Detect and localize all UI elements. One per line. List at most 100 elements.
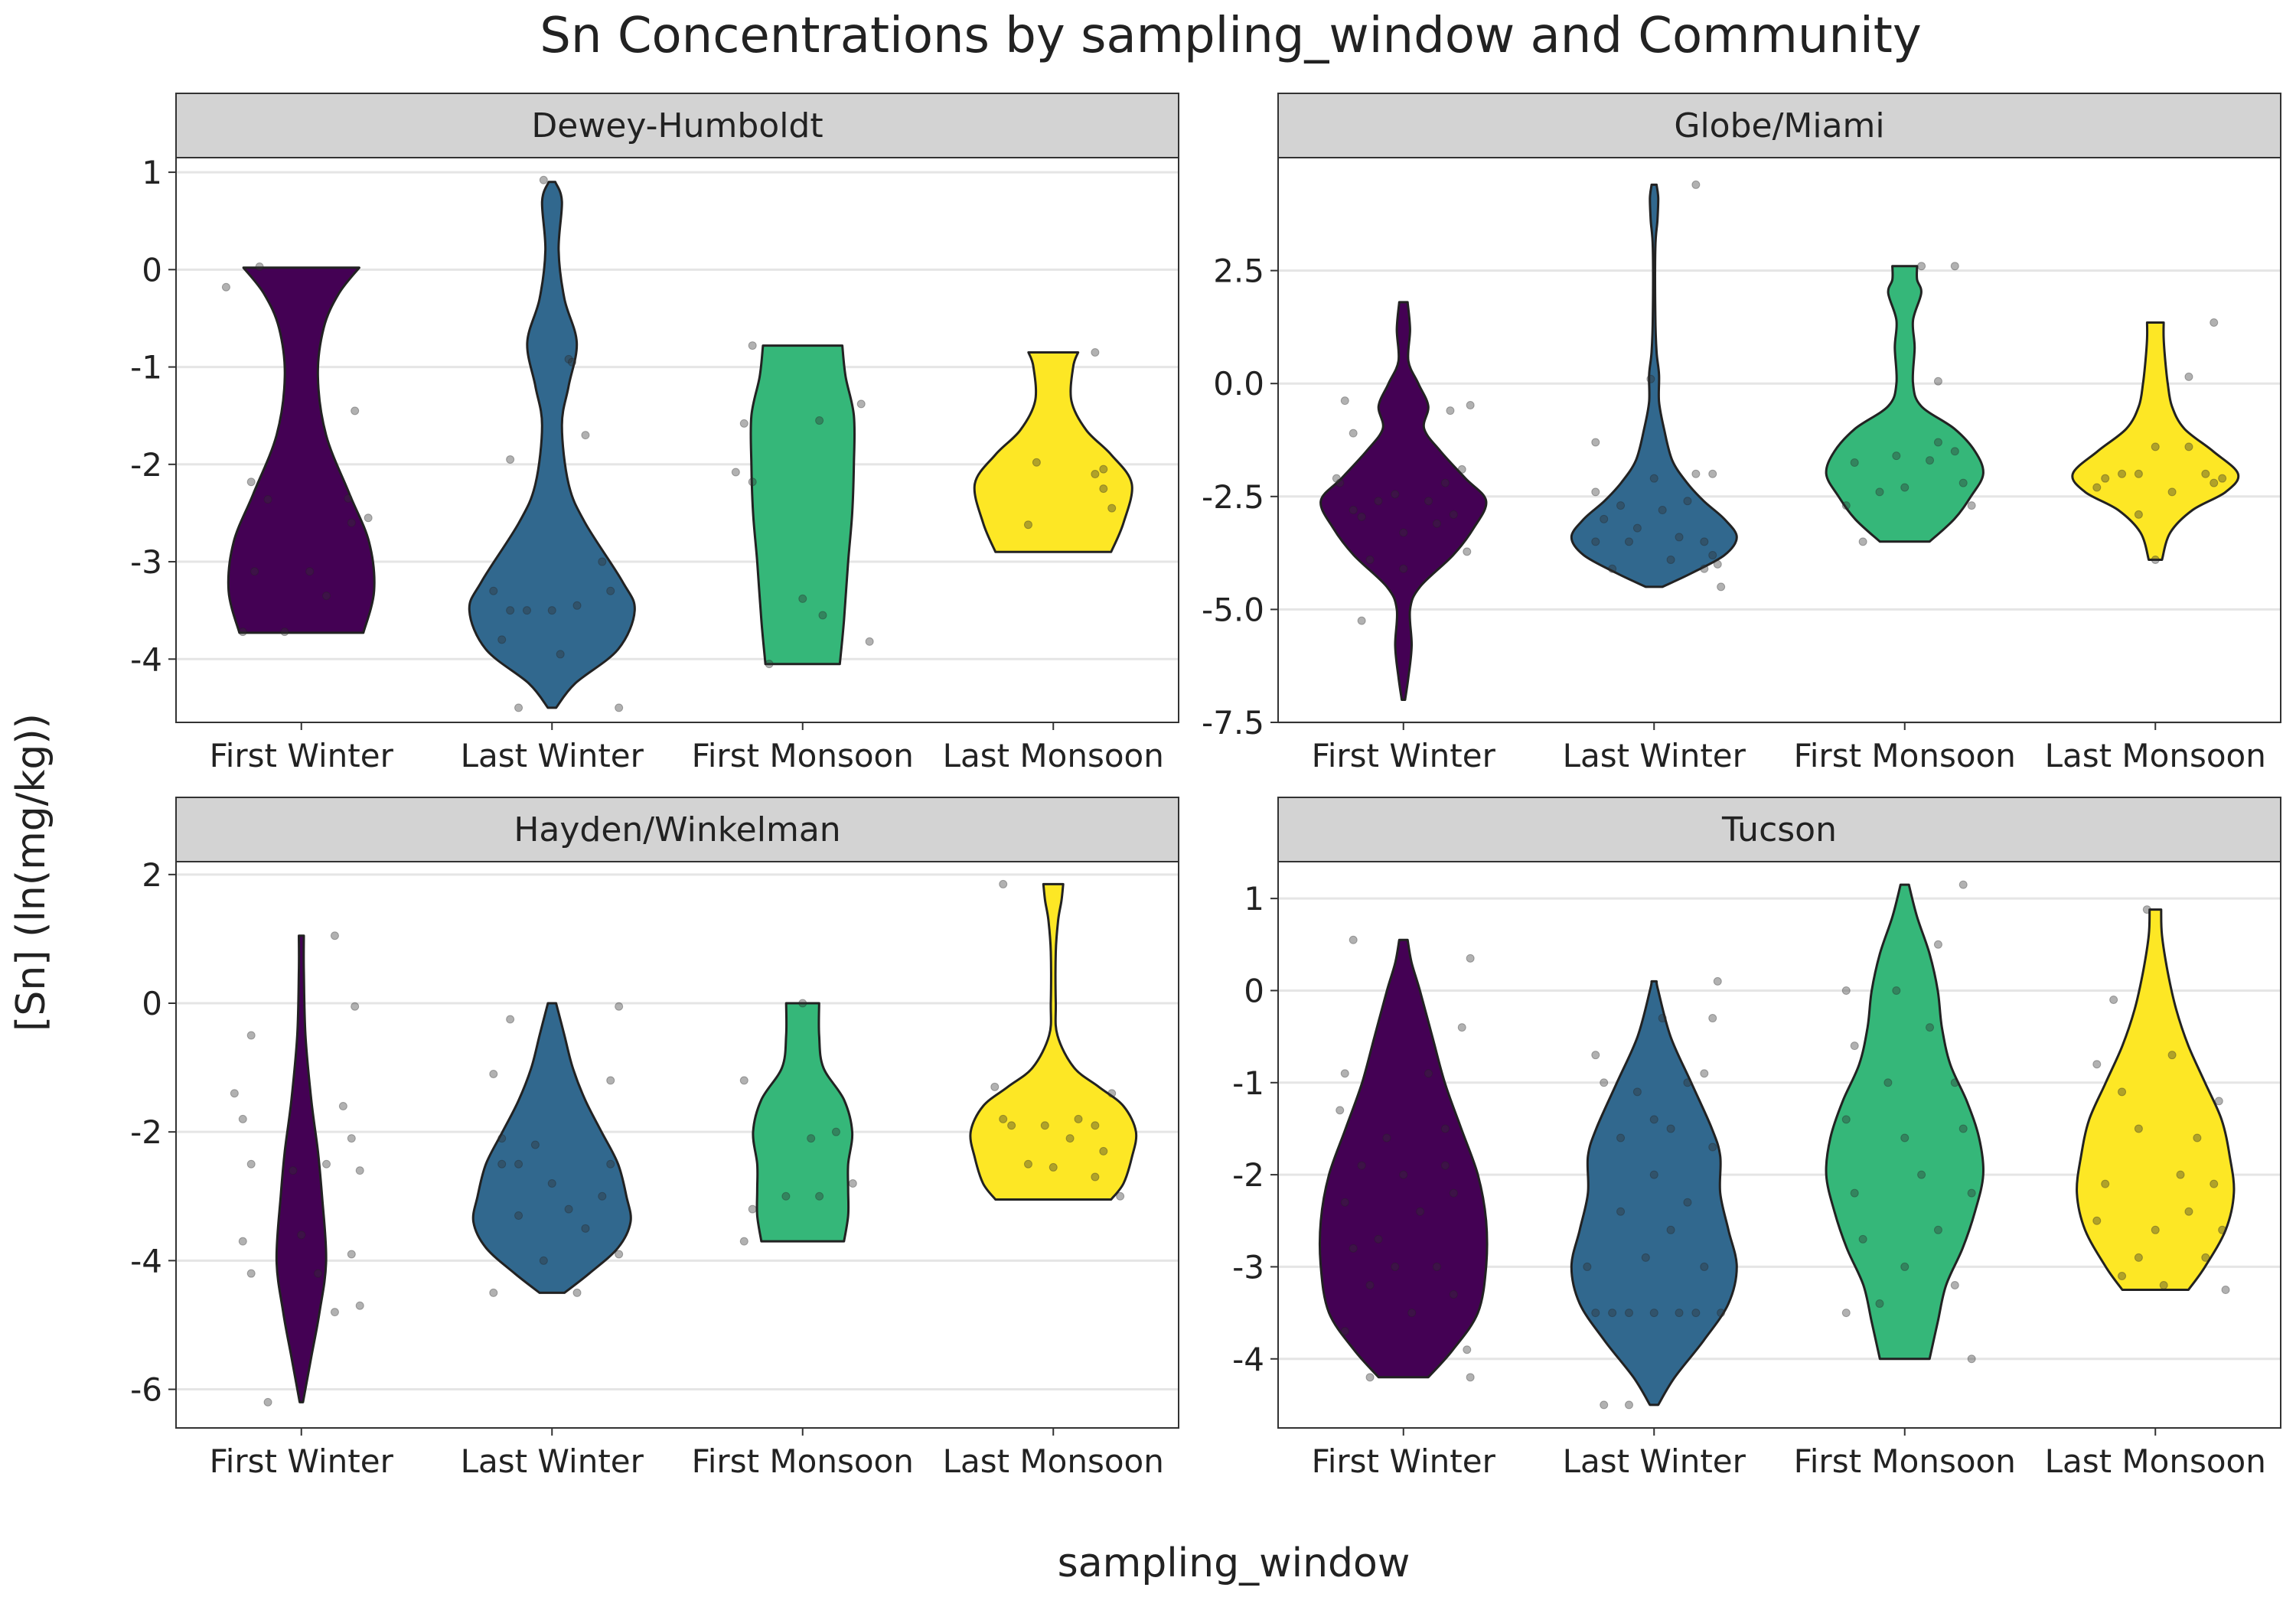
data-point bbox=[221, 282, 230, 292]
violin-first-monsoon bbox=[1825, 265, 1985, 543]
data-point bbox=[1591, 1051, 1600, 1060]
data-point bbox=[506, 455, 515, 464]
data-point bbox=[572, 1288, 582, 1297]
facet-strip-label: Globe/Miami bbox=[1674, 106, 1884, 145]
data-point bbox=[1675, 1309, 1684, 1318]
data-point bbox=[1374, 497, 1383, 506]
data-point bbox=[1399, 528, 1408, 537]
data-point bbox=[1950, 1078, 1959, 1087]
data-point bbox=[1632, 523, 1642, 533]
data-point bbox=[1600, 514, 1609, 523]
data-point bbox=[338, 1102, 347, 1111]
data-point bbox=[1666, 1124, 1675, 1133]
data-point bbox=[1967, 1354, 1976, 1364]
data-point bbox=[1708, 469, 1717, 478]
data-point bbox=[1446, 406, 1455, 416]
data-point bbox=[1074, 1114, 1083, 1123]
data-point bbox=[564, 354, 573, 363]
data-point bbox=[598, 1191, 607, 1201]
data-point bbox=[1933, 1225, 1942, 1234]
data-point bbox=[781, 1191, 791, 1201]
x-tick-label: Last Monsoon bbox=[2045, 1442, 2266, 1480]
data-point bbox=[1700, 564, 1709, 573]
data-point bbox=[1632, 1087, 1642, 1097]
data-point bbox=[1850, 458, 1859, 468]
panel-dewey-humboldt: Dewey-Humboldt 1 0 -1 -2 -3 -4 First Winter Last… bbox=[130, 93, 1179, 774]
chart-title: Sn Concentrations by sampling_window and… bbox=[540, 8, 1921, 64]
data-point bbox=[615, 1002, 624, 1011]
data-point bbox=[1099, 1146, 1108, 1156]
data-point bbox=[1892, 451, 1901, 461]
data-point bbox=[564, 1204, 573, 1214]
data-point bbox=[1608, 1309, 1617, 1318]
y-tick-label: 0 bbox=[142, 985, 162, 1022]
data-point bbox=[347, 1250, 356, 1259]
data-point bbox=[2210, 318, 2219, 327]
data-point bbox=[514, 703, 523, 712]
x-tick-label: First Monsoon bbox=[692, 1442, 914, 1480]
data-point bbox=[1340, 1327, 1349, 1336]
data-point bbox=[1691, 469, 1701, 478]
violin-first-winter bbox=[227, 266, 376, 634]
data-point bbox=[1950, 447, 1959, 456]
data-point bbox=[322, 1159, 331, 1169]
data-point bbox=[1700, 1262, 1709, 1271]
data-point bbox=[748, 478, 757, 487]
data-point bbox=[1658, 1014, 1667, 1023]
data-point bbox=[497, 635, 507, 644]
data-point bbox=[999, 879, 1008, 888]
data-point bbox=[514, 1211, 523, 1220]
data-point bbox=[2167, 487, 2177, 497]
data-point bbox=[615, 1250, 624, 1259]
data-point bbox=[489, 1288, 498, 1297]
data-point bbox=[1649, 1309, 1658, 1318]
data-point bbox=[598, 557, 607, 566]
data-point bbox=[230, 1089, 239, 1098]
data-point bbox=[1336, 1106, 1345, 1115]
data-point bbox=[1691, 1309, 1701, 1318]
data-point bbox=[1424, 1069, 1433, 1078]
data-point bbox=[739, 419, 748, 428]
y-tick-label: 0 bbox=[1244, 972, 1264, 1009]
data-point bbox=[1850, 1188, 1859, 1198]
data-point bbox=[297, 1231, 306, 1240]
data-point bbox=[1007, 1121, 1016, 1130]
data-point bbox=[1646, 374, 1655, 383]
y-tick-label: 2 bbox=[142, 856, 162, 894]
data-point bbox=[1449, 1188, 1458, 1198]
data-point bbox=[2101, 474, 2110, 483]
data-point bbox=[815, 1191, 824, 1201]
data-point bbox=[1349, 506, 1358, 515]
y-tick-label: -5.0 bbox=[1202, 591, 1264, 628]
data-point bbox=[581, 1224, 590, 1233]
data-point bbox=[1457, 464, 1466, 474]
data-point bbox=[347, 518, 356, 527]
panel-globe-miami: Globe/Miami 2.5 0.0 -2.5 -5.0 -7.5 First Winte… bbox=[1202, 93, 2281, 774]
x-tick-label: First Winter bbox=[1312, 1442, 1496, 1480]
data-point bbox=[530, 1140, 540, 1149]
data-point bbox=[1340, 1069, 1349, 1078]
data-point bbox=[1616, 1133, 1626, 1143]
data-point bbox=[1700, 537, 1709, 546]
x-tick-label: First Monsoon bbox=[692, 737, 914, 774]
data-point bbox=[581, 431, 590, 440]
data-point bbox=[567, 357, 576, 367]
data-point bbox=[539, 1256, 548, 1265]
data-point bbox=[1357, 512, 1366, 521]
data-point bbox=[1950, 262, 1959, 271]
data-point bbox=[289, 1166, 298, 1175]
y-tick-label: -6 bbox=[130, 1371, 162, 1409]
data-point bbox=[1875, 1299, 1884, 1309]
data-point bbox=[246, 1269, 256, 1278]
facet-panels: Dewey-Humboldt 1 0 -1 -2 -3 -4 First Winter Last… bbox=[130, 93, 2281, 1480]
violin-first-monsoon bbox=[752, 1002, 854, 1243]
data-point bbox=[1440, 1124, 1450, 1133]
data-point bbox=[2167, 1051, 2177, 1060]
data-point bbox=[250, 567, 259, 576]
data-point bbox=[1099, 464, 1108, 474]
x-tick-label: Last Winter bbox=[1563, 737, 1746, 774]
data-point bbox=[1449, 1290, 1458, 1299]
data-point bbox=[489, 1070, 498, 1078]
data-point bbox=[1466, 953, 1475, 963]
